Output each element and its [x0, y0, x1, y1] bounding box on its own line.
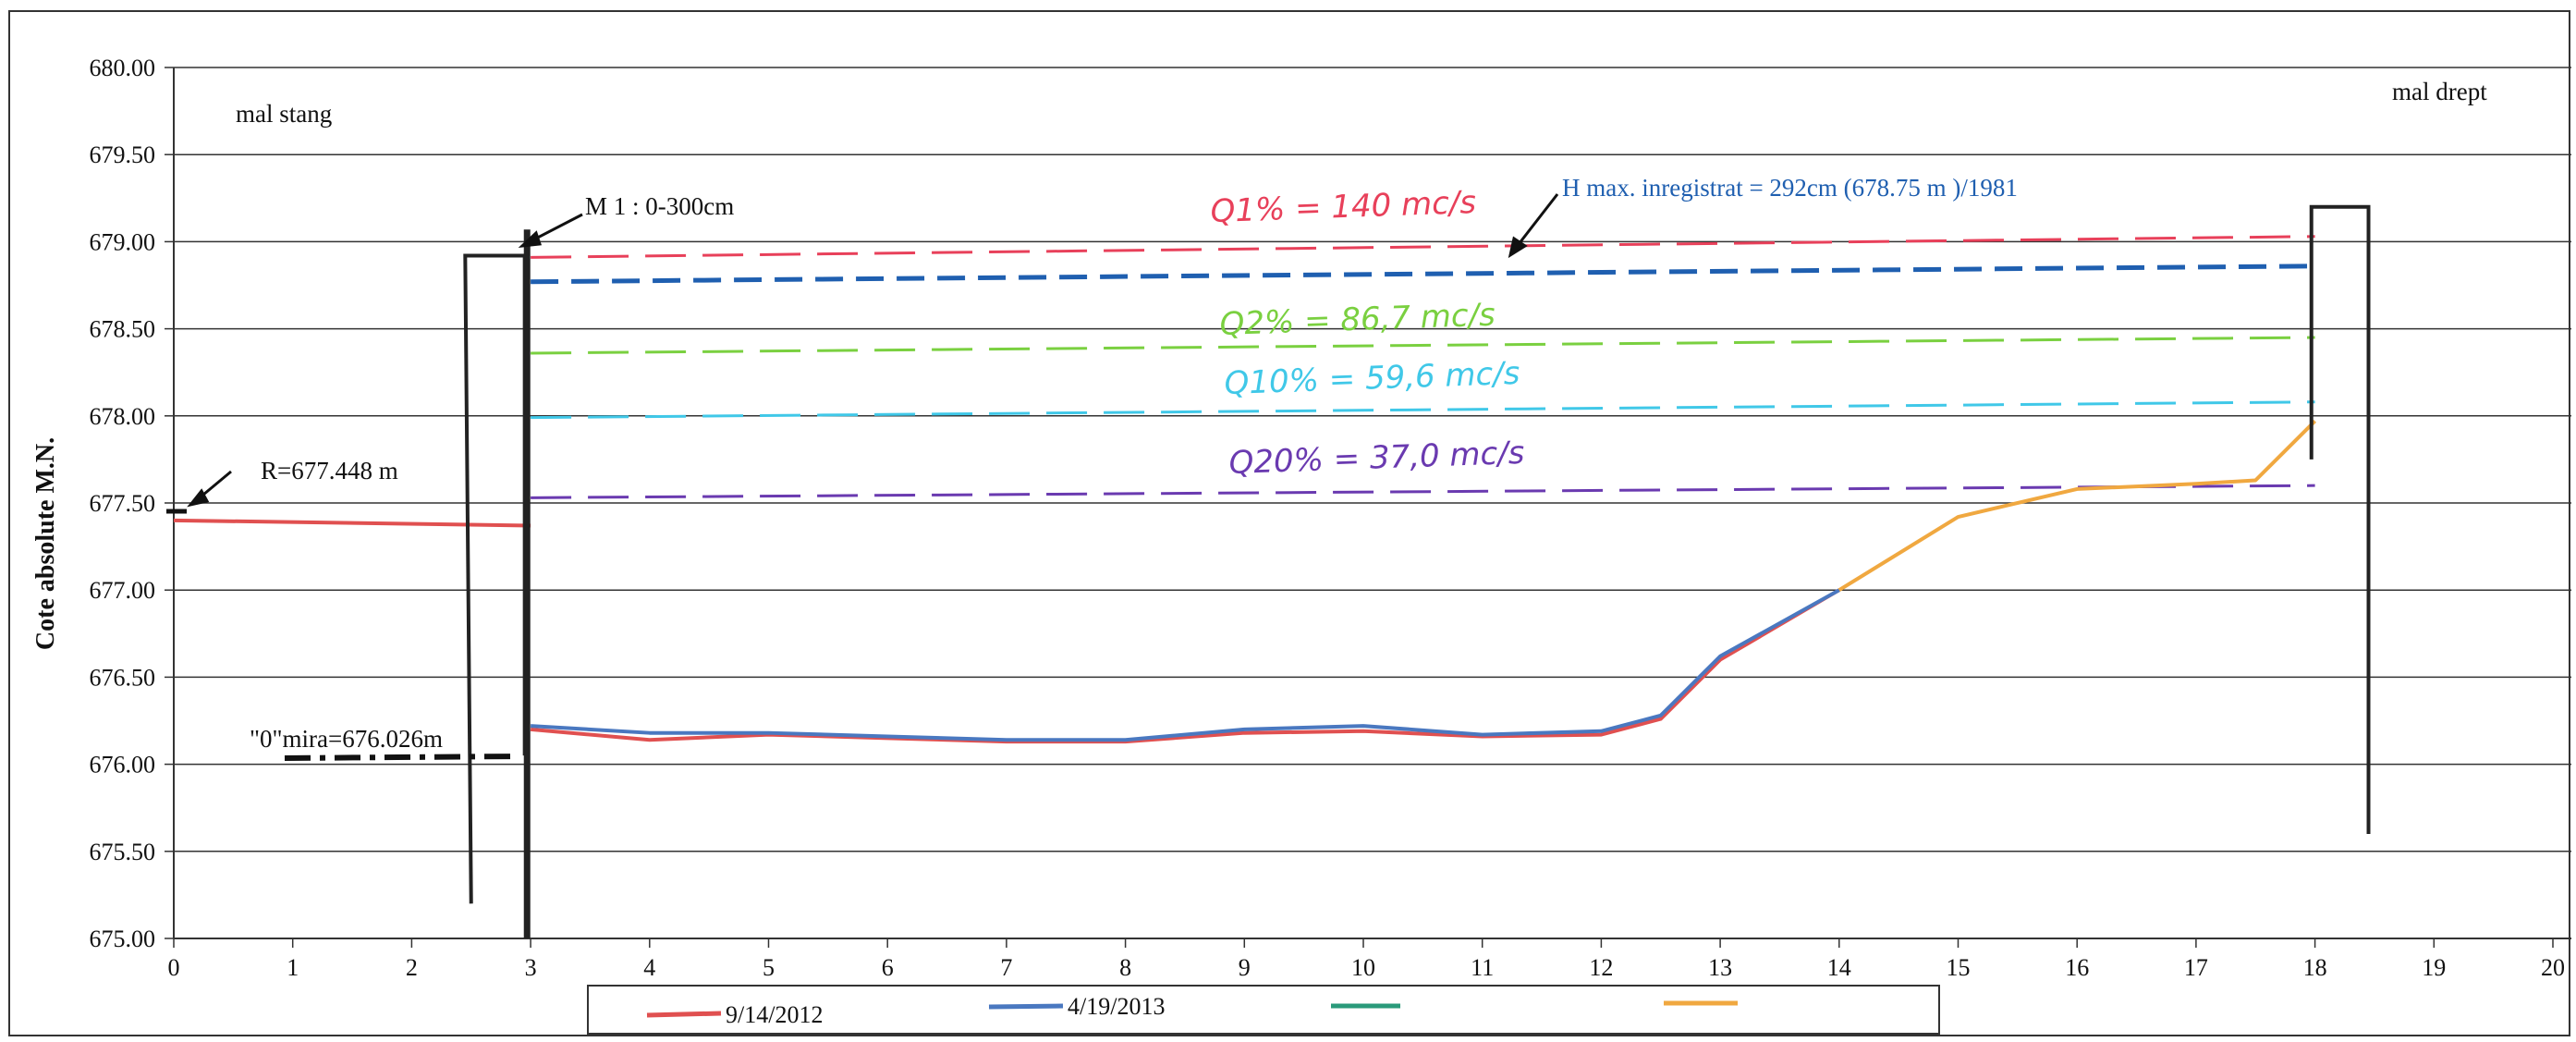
annotation-arrows — [187, 193, 1559, 508]
y-tick-labels: 675.00 675.50 676.00 676.50 677.00 677.50 678.… — [90, 55, 156, 952]
q20-label: Q20% = 37,0 mc/s — [1228, 435, 1525, 482]
legend-swatch-series-2 — [988, 1003, 1064, 1010]
x-tick-label-18: 18 — [2303, 954, 2327, 981]
level-line-2 — [531, 264, 2315, 285]
right-bank-label: mal drept — [2392, 78, 2487, 105]
level-lines — [531, 235, 2315, 499]
q10-label: Q10% = 59,6 mc/s — [1224, 355, 1520, 402]
x-tick-label-0: 0 — [168, 954, 180, 981]
x-tick-label-14: 14 — [1827, 954, 1851, 981]
x-tick-label-4: 4 — [643, 954, 655, 981]
x-tick-label-11: 11 — [1471, 954, 1494, 981]
x-tick-label-13: 13 — [1708, 954, 1732, 981]
x-tick-label-7: 7 — [1000, 954, 1012, 981]
y-axis-title: Cote absolute M.N. — [31, 437, 60, 650]
x-tick-label-17: 17 — [2184, 954, 2208, 981]
legend: 9/14/2012 4/19/2013 — [587, 985, 1940, 1035]
q1-label: Q1% = 140 mc/s — [1210, 184, 1477, 230]
reference-label: R=677.448 m — [261, 457, 398, 484]
x-tick-label-1: 1 — [287, 954, 299, 981]
legend-swatch-series-1 — [646, 1011, 722, 1018]
y-tick-label-5: 677.50 — [90, 490, 156, 517]
series-line-4 — [1837, 420, 2317, 592]
y-tick-label-0: 675.00 — [90, 926, 156, 952]
level-line-4 — [531, 400, 2315, 420]
x-tick-label-3: 3 — [525, 954, 537, 981]
legend-label-series-1: 9/14/2012 — [726, 1001, 823, 1028]
right-gauge-post — [2309, 204, 2371, 834]
y-tick-label-6: 678.00 — [90, 403, 156, 430]
y-tick-label-10: 680.00 — [90, 55, 156, 81]
gauge-posts — [463, 204, 2371, 938]
y-tick-label-9: 679.50 — [90, 141, 156, 168]
series-lines — [173, 420, 2317, 744]
y-tick-label-3: 676.50 — [90, 664, 156, 691]
x-tick-label-20: 20 — [2541, 954, 2565, 981]
legend-label-series-2: 4/19/2013 — [1068, 993, 1165, 1020]
left-bank-label: mal stang — [236, 100, 332, 128]
y-tick-label-4: 677.00 — [90, 577, 156, 604]
q2-label: Q2% = 86,7 mc/s — [1219, 297, 1496, 343]
y-tick-label-2: 676.00 — [90, 752, 156, 778]
chart-frame — [8, 10, 2570, 1036]
series-line-2 — [530, 588, 1840, 742]
level-line-3 — [531, 336, 2315, 355]
y-tick-label-7: 678.50 — [90, 316, 156, 343]
x-tick-labels: 0 1 2 3 4 5 6 7 8 9 10 11 12 13 14 15 16 17 18 19 20 — [168, 938, 2565, 981]
level-line-1 — [531, 235, 2315, 259]
series-left-bank — [173, 518, 531, 528]
x-tick-label-9: 9 — [1239, 954, 1251, 981]
hmax-label: H max. inregistrat = 292cm (678.75 m )/1… — [1562, 174, 2018, 202]
scale-note: M 1 : 0-300cm — [585, 192, 734, 220]
x-tick-label-8: 8 — [1119, 954, 1131, 981]
level-line-5 — [531, 484, 2315, 499]
y-tick-label-8: 679.00 — [90, 228, 156, 255]
zero-mira-label: "0"mira=676.026m — [250, 725, 443, 753]
x-tick-label-12: 12 — [1589, 954, 1613, 981]
x-tick-label-10: 10 — [1351, 954, 1375, 981]
x-tick-label-16: 16 — [2065, 954, 2089, 981]
left-gauge-post — [463, 253, 527, 904]
y-tick-label-1: 675.50 — [90, 839, 156, 865]
x-tick-label-19: 19 — [2422, 954, 2446, 981]
x-tick-label-5: 5 — [763, 954, 775, 981]
legend-box — [587, 985, 1940, 1035]
grid — [165, 67, 2571, 939]
x-tick-label-2: 2 — [406, 954, 418, 981]
x-tick-label-6: 6 — [882, 954, 894, 981]
zero-mira-marker — [284, 754, 519, 761]
x-tick-label-15: 15 — [1947, 954, 1971, 981]
